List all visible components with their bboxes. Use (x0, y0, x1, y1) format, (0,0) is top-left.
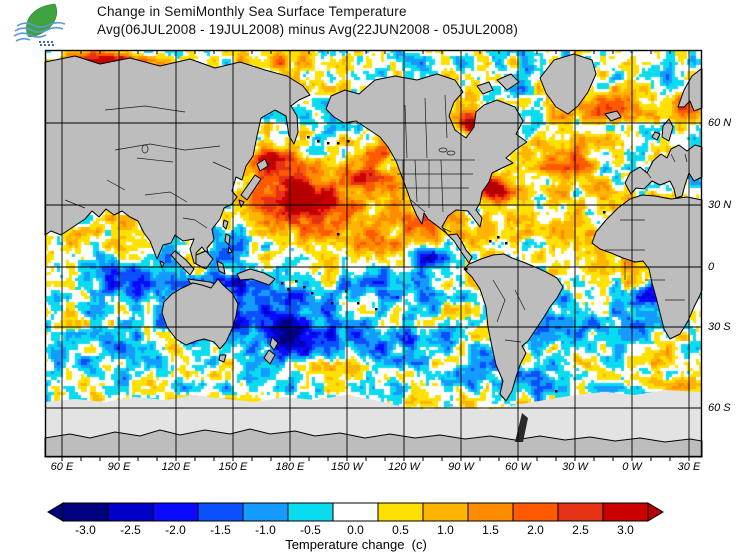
graticule (45, 50, 702, 457)
colorbar-left-arrow (47, 502, 64, 522)
continents (44, 53, 703, 402)
antarctica (44, 428, 703, 458)
colorbar-tick-label: -3.0 (75, 523, 96, 537)
lon-axis-label: 120 E (161, 461, 191, 473)
lon-axis-label: 60 W (505, 461, 531, 473)
figure-subtitle: Avg(06JUL2008 - 19JUL2008) minus Avg(22J… (97, 22, 519, 37)
colorbar-tick-label: 0.5 (392, 523, 409, 537)
lon-axis-label: 90 W (448, 461, 474, 473)
logo-small-text (39, 41, 54, 46)
colorbar-block (152, 502, 199, 522)
colorbar-right-arrow (647, 502, 664, 522)
lon-axis-label: 150 W (331, 461, 363, 473)
colorbar-tick-label: 1.5 (482, 523, 499, 537)
map-panel (44, 49, 703, 461)
colorbar-tick-label: 2.0 (527, 523, 544, 537)
colorbar-block (557, 502, 604, 522)
lon-axis-label: 150 E (218, 461, 248, 473)
colorbar-block (62, 502, 109, 522)
lat-axis-label: 30 N (708, 199, 732, 211)
colorbar-tick-label: 2.5 (572, 523, 589, 537)
colorbar-block (512, 502, 559, 522)
country-borders (64, 94, 688, 343)
colorbar-block (242, 502, 289, 522)
lon-axis-label: 90 E (107, 461, 131, 473)
colorbar-block (467, 502, 514, 522)
lon-axis-label: 120 W (388, 461, 420, 473)
lon-axis-label: 0 W (622, 461, 642, 473)
lon-axis-label: 30 W (562, 461, 588, 473)
colorbar-block (287, 502, 334, 522)
colorbar-tick-label: 0.0 (347, 523, 364, 537)
figure-title: Change in SemiMonthly Sea Surface Temper… (97, 4, 407, 19)
islands (281, 136, 606, 393)
colorbar-block (602, 502, 649, 522)
colorbar-tick-label: -1.0 (255, 523, 276, 537)
colorbar-block (422, 502, 469, 522)
lon-axis-label: 60 E (50, 461, 74, 473)
colorbar-block (107, 502, 154, 522)
lon-axis-label: 180 E (275, 461, 305, 473)
colorbar-tick-label: -0.5 (300, 523, 321, 537)
map-overlay (44, 49, 703, 461)
colorbar-tick-label: -2.0 (165, 523, 186, 537)
colorbar-block (377, 502, 424, 522)
colorbar (47, 502, 664, 522)
lon-axis-label: 30 E (677, 461, 701, 473)
leaf-icon (26, 3, 57, 38)
colorbar-tick-label: 3.0 (617, 523, 634, 537)
colorbar-tick-label: 1.0 (437, 523, 454, 537)
lat-axis-label: 30 S (708, 321, 731, 333)
lat-axis-label: 0 (708, 261, 715, 273)
colorbar-block (197, 502, 244, 522)
colorbar-tick-label: -1.5 (210, 523, 231, 537)
lat-axis-label: 60 S (708, 402, 731, 414)
colorbar-block (332, 502, 379, 522)
agency-logo (13, 3, 66, 46)
lat-axis-label: 60 N (708, 117, 732, 129)
colorbar-caption: Temperature change (c) (285, 537, 427, 552)
wave-lines-icon (13, 21, 66, 42)
map-frame (44, 49, 703, 458)
colorbar-tick-label: -2.5 (120, 523, 141, 537)
